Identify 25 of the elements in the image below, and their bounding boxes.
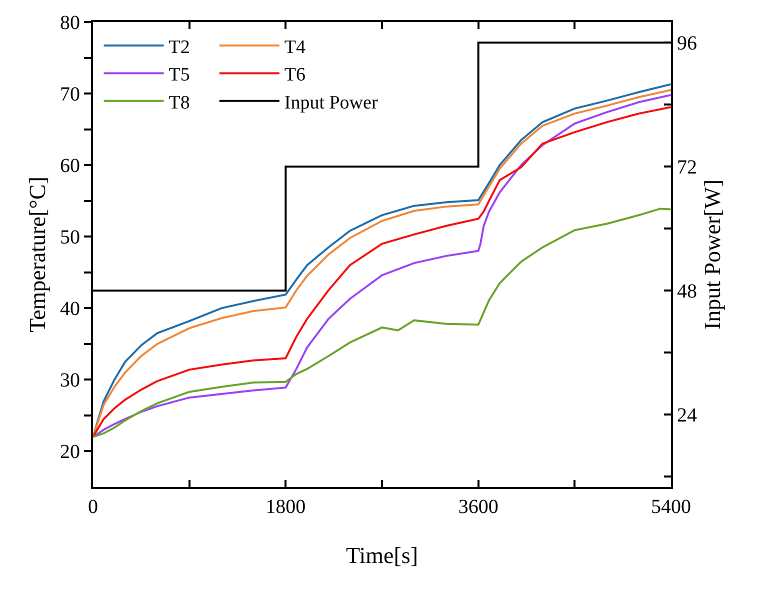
y-axis-title: Temperature[°C]: [24, 176, 50, 332]
y2-tick-label: 24: [677, 404, 697, 427]
y-tick-label: 50: [60, 226, 80, 249]
y2-tick-label: 48: [677, 280, 697, 303]
line-series: [93, 208, 671, 438]
x-tick-label: 3600: [458, 496, 498, 518]
y2-axis-title: Input Power[W]: [700, 179, 726, 330]
legend-label: Input Power: [284, 92, 378, 114]
legend-label: T4: [284, 36, 306, 58]
y2-tick-label: 72: [677, 156, 697, 179]
legend-label: T6: [284, 64, 306, 86]
legend-label: T2: [168, 36, 190, 58]
x-tick-label: 5400: [651, 496, 691, 518]
x-axis-title: Time[s]: [346, 543, 418, 568]
y-tick-label: 60: [60, 155, 80, 178]
y-tick-label: 70: [60, 84, 80, 106]
x-tick-label: 0: [88, 496, 98, 518]
y-tick-label: 40: [60, 298, 80, 320]
legend-label: T5: [168, 64, 190, 86]
y-tick-label: 20: [60, 441, 80, 464]
y2-tick-label: 96: [677, 32, 697, 55]
y-tick-label: 80: [60, 12, 80, 34]
y-tick-label: 30: [60, 370, 80, 392]
x-tick-label: 1800: [266, 496, 306, 518]
legend-label: T8: [168, 92, 190, 114]
